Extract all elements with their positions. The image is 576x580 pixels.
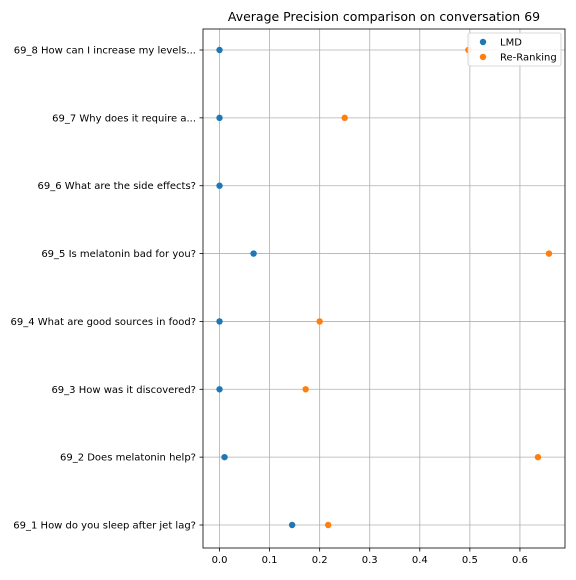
legend-label: LMD [500, 38, 522, 49]
point-re-ranking [302, 386, 309, 393]
point-re-ranking [534, 453, 542, 461]
legend-marker [479, 38, 487, 46]
legend-box [467, 32, 562, 67]
plot-frame [202, 28, 566, 549]
x-tick-label: 0.0 [212, 555, 228, 566]
y-tick-label: 69_4 What are good sources in food? [11, 317, 196, 328]
point-lmd [216, 318, 223, 325]
y-tick-label: 69_8 How can I increase my levels... [14, 46, 196, 57]
legend-label: Re-Ranking [500, 53, 557, 64]
point-lmd [216, 386, 223, 393]
axes: 0.0 0.1 0.2 0.3 0.4 0.5 0.6 69_1 How do you sle… [11, 28, 566, 566]
point-re-ranking [545, 250, 553, 257]
x-tick-label: 0.2 [312, 555, 328, 566]
point-lmd [216, 114, 223, 122]
point-lmd [216, 46, 223, 54]
data-points [216, 46, 553, 529]
y-tick-label: 69_3 How was it discovered? [51, 385, 196, 396]
x-tick-label: 0.6 [512, 555, 528, 566]
y-tick-label: 69_6 What are the side effects? [38, 181, 196, 192]
y-tick-label: 69_5 Is melatonin bad for you? [41, 249, 196, 260]
x-tick-label: 0.1 [262, 555, 278, 566]
legend-marker [479, 53, 487, 61]
x-tick-label: 0.4 [412, 555, 428, 566]
legend: LMD Re-Ranking [467, 32, 562, 67]
grid-lines [203, 29, 565, 548]
point-lmd [288, 521, 296, 529]
x-tick-label: 0.3 [362, 555, 378, 566]
y-tick-label: 69_2 Does melatonin help? [60, 453, 196, 464]
y-tick-label: 69_1 How do you sleep after jet lag? [13, 521, 196, 532]
point-re-ranking [324, 521, 332, 529]
point-lmd [216, 182, 223, 189]
x-tick-label: 0.5 [462, 555, 478, 566]
point-re-ranking [341, 114, 348, 122]
point-lmd [221, 453, 228, 461]
y-tick-label: 69_7 Why does it require a... [52, 113, 196, 124]
point-re-ranking [316, 318, 323, 325]
chart-title: Average Precision comparison on conversa… [228, 9, 540, 24]
point-lmd [250, 250, 257, 257]
